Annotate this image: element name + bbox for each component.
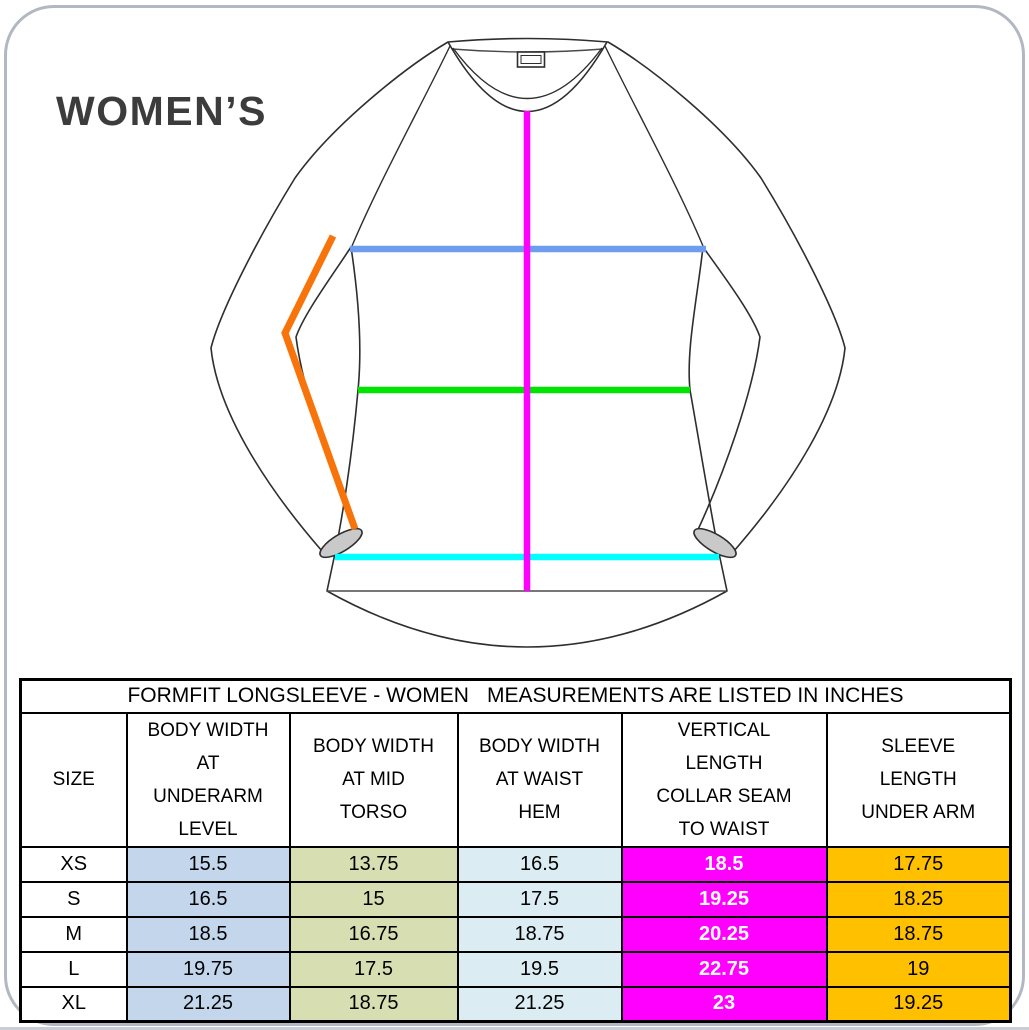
size-cell: L xyxy=(19,950,128,988)
raglan-seam-right xyxy=(604,45,704,247)
value-cell: 17.5 xyxy=(456,880,623,918)
collar-tag xyxy=(516,51,546,68)
value-cell: 17.75 xyxy=(825,845,1012,883)
collar-tag-inner xyxy=(520,55,542,64)
value-cell: 18.25 xyxy=(825,880,1012,918)
value-cell: 18.5 xyxy=(125,915,291,953)
value-cell: 18.75 xyxy=(825,915,1012,953)
value-cell: 19.25 xyxy=(825,985,1012,1023)
size-cell: M xyxy=(19,915,128,953)
table-header-row: SIZE BODY WIDTH AT UNDERARM LEVEL BODY W… xyxy=(19,711,1012,848)
col-header-underarm: BODY WIDTH AT UNDERARM LEVEL xyxy=(125,711,291,848)
size-cell: S xyxy=(19,880,128,918)
size-cell: XL xyxy=(19,985,128,1023)
table-row-s: S 16.5 15 17.5 19.25 18.25 xyxy=(19,880,1012,918)
value-cell: 18.75 xyxy=(456,915,623,953)
value-cell: 18.75 xyxy=(288,985,459,1023)
value-cell: 21.25 xyxy=(456,985,623,1023)
cuff-left xyxy=(319,527,363,559)
col-header-mid-torso: BODY WIDTH AT MID TORSO xyxy=(288,711,459,848)
value-cell: 21.25 xyxy=(125,985,291,1023)
sleeve-length-under-arm-line xyxy=(281,234,359,531)
value-cell: 13.75 xyxy=(288,845,459,883)
table-title-name: FORMFIT LONGSLEEVE - WOMEN xyxy=(127,684,469,708)
value-cell: 19.25 xyxy=(620,880,828,918)
raglan-seam-left xyxy=(351,45,451,247)
value-cell: 19 xyxy=(825,950,1012,988)
value-cell: 19.5 xyxy=(456,950,623,988)
value-cell: 15 xyxy=(288,880,459,918)
value-cell: 22.75 xyxy=(620,950,828,988)
table-title-cell: FORMFIT LONGSLEEVE - WOMEN MEASUREMENTS … xyxy=(19,678,1012,714)
col-header-sleeve-length: SLEEVE LENGTH UNDER ARM xyxy=(825,711,1012,848)
value-cell: 20.25 xyxy=(620,915,828,953)
value-cell: 16.75 xyxy=(288,915,459,953)
table-row-xs: XS 15.5 13.75 16.5 18.5 17.75 xyxy=(19,845,1012,883)
value-cell: 15.5 xyxy=(125,845,291,883)
col-header-waist-hem: BODY WIDTH AT WAIST HEM xyxy=(456,711,623,848)
value-cell: 17.5 xyxy=(288,950,459,988)
size-cell: XS xyxy=(19,845,128,883)
garment-diagram xyxy=(210,37,846,648)
col-header-vertical-length: VERTICAL LENGTH COLLAR SEAM TO WAIST xyxy=(620,711,828,848)
value-cell: 16.5 xyxy=(125,880,291,918)
table-row-l: L 19.75 17.5 19.5 22.75 19 xyxy=(19,950,1012,988)
col-header-size: SIZE xyxy=(19,711,128,848)
size-table: FORMFIT LONGSLEEVE - WOMEN MEASUREMENTS … xyxy=(19,678,1012,1023)
cuff-right xyxy=(693,527,737,559)
table-title-row: FORMFIT LONGSLEEVE - WOMEN MEASUREMENTS … xyxy=(19,678,1012,714)
value-cell: 23 xyxy=(620,985,828,1023)
value-cell: 18.5 xyxy=(620,845,828,883)
bottom-edge-line xyxy=(0,1027,1029,1030)
table-row-m: M 18.5 16.75 18.75 20.25 18.75 xyxy=(19,915,1012,953)
collar-inner-arc xyxy=(452,47,603,99)
table-row-xl: XL 21.25 18.75 21.25 23 19.25 xyxy=(19,985,1012,1023)
table-title-units: MEASUREMENTS ARE LISTED IN INCHES xyxy=(486,684,904,708)
value-cell: 16.5 xyxy=(456,845,623,883)
page-title: WOMEN’S xyxy=(56,88,267,134)
value-cell: 19.75 xyxy=(125,950,291,988)
